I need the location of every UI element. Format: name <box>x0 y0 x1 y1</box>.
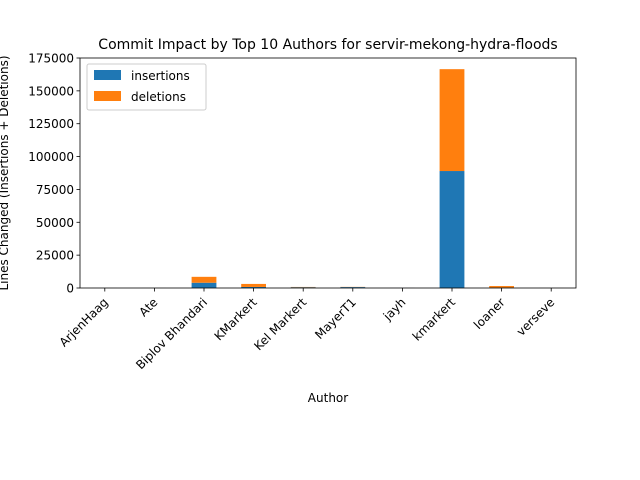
y-tick-label: 125000 <box>28 117 74 131</box>
x-tick-label: loaner <box>471 295 508 332</box>
x-tick-label: ArjenHaag <box>57 295 111 349</box>
y-axis: 0 25000 50000 75000 100000 125000 150000 175000 <box>28 52 80 296</box>
legend-label-deletions: deletions <box>131 90 186 104</box>
legend-swatch-deletions <box>94 91 121 101</box>
y-tick-label: 25000 <box>36 249 74 263</box>
x-tick-label: MayerT1 <box>312 295 359 342</box>
legend-swatch-insertions <box>94 70 121 80</box>
bar-insertions-5 <box>340 287 366 288</box>
bar-deletions-7 <box>439 69 465 172</box>
legend: insertions deletions <box>86 63 207 111</box>
y-tick-label: 150000 <box>28 84 74 98</box>
plot-frame <box>79 57 577 289</box>
bar-deletions-3 <box>241 283 266 287</box>
x-tick-label: Kel Markert <box>251 295 309 353</box>
y-tick-label: 175000 <box>28 52 74 66</box>
chart-title: Commit Impact by Top 10 Authors for serv… <box>98 37 557 53</box>
x-tick-label: Ate <box>136 295 160 319</box>
x-axis-title: Author <box>308 391 348 405</box>
x-tick-label: verseve <box>514 295 558 339</box>
bar-insertions-7 <box>439 171 465 288</box>
bar-deletions-2 <box>191 276 217 283</box>
bar-deletions-8 <box>489 286 514 288</box>
y-tick-label: 100000 <box>28 150 74 164</box>
x-tick-label: kmarkert <box>410 295 459 344</box>
y-tick-label: 50000 <box>36 216 74 230</box>
y-axis-title: Lines Changed (Insertions + Deletions) <box>0 55 11 290</box>
bars-group <box>92 69 564 288</box>
bar-insertions-3 <box>241 286 266 288</box>
legend-label-insertions: insertions <box>131 69 190 83</box>
x-tick-label: jayh <box>380 295 409 324</box>
x-tick-label: KMarkert <box>212 295 260 343</box>
y-tick-label: 0 <box>66 282 74 296</box>
y-tick-label: 75000 <box>36 183 74 197</box>
bar-insertions-2 <box>191 282 217 288</box>
